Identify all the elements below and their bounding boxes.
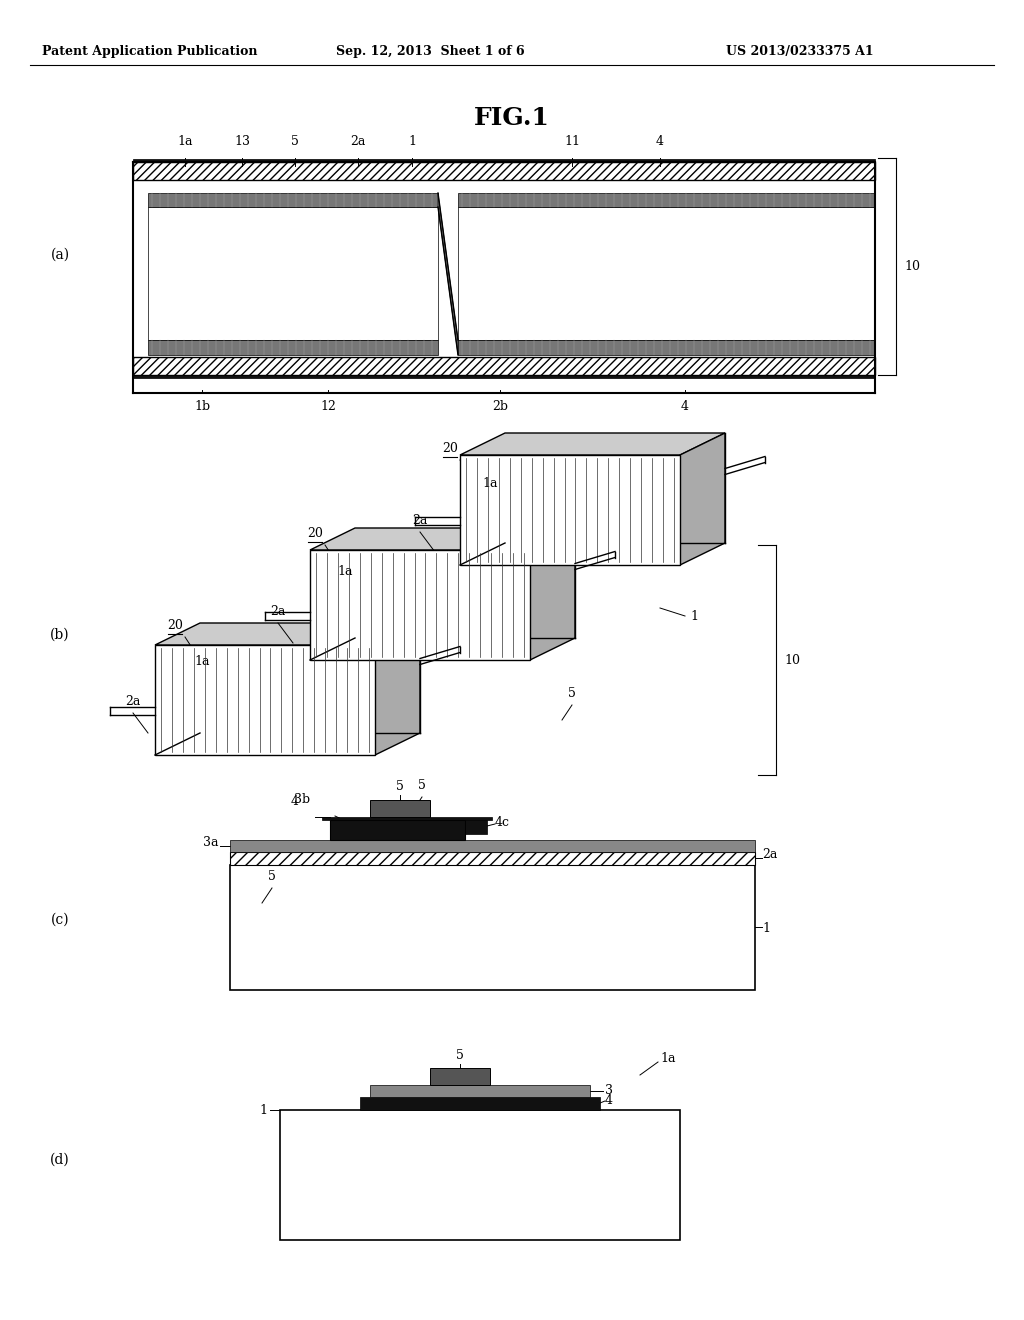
Bar bbox=[370, 1085, 590, 1097]
Text: 1: 1 bbox=[259, 1104, 267, 1117]
Text: 3a: 3a bbox=[203, 837, 218, 850]
Text: 10: 10 bbox=[784, 653, 800, 667]
Polygon shape bbox=[155, 645, 375, 755]
Bar bbox=[133, 356, 874, 375]
Text: (b): (b) bbox=[50, 628, 70, 642]
Polygon shape bbox=[680, 433, 725, 565]
Text: 5: 5 bbox=[568, 686, 575, 700]
Polygon shape bbox=[460, 433, 725, 455]
Text: 2b: 2b bbox=[492, 400, 508, 413]
Text: 2a: 2a bbox=[350, 135, 366, 148]
Text: 1a: 1a bbox=[660, 1052, 676, 1064]
Text: FIG.1: FIG.1 bbox=[474, 106, 550, 129]
Text: 20: 20 bbox=[307, 527, 323, 540]
Text: Patent Application Publication: Patent Application Publication bbox=[42, 45, 258, 58]
Polygon shape bbox=[375, 623, 420, 755]
Polygon shape bbox=[310, 550, 530, 660]
Text: 20: 20 bbox=[442, 442, 458, 455]
Text: 10: 10 bbox=[904, 260, 920, 272]
Bar bbox=[133, 162, 874, 180]
Text: 3b: 3b bbox=[294, 793, 310, 807]
Text: 4: 4 bbox=[656, 135, 664, 148]
Bar bbox=[330, 820, 465, 840]
Text: 5: 5 bbox=[268, 870, 275, 883]
Text: 1: 1 bbox=[690, 610, 698, 623]
Text: 2a: 2a bbox=[270, 605, 286, 618]
Text: (a): (a) bbox=[50, 248, 70, 261]
Bar bbox=[148, 341, 438, 355]
Text: 2a: 2a bbox=[762, 849, 777, 862]
Text: 5: 5 bbox=[291, 135, 299, 148]
Text: 11: 11 bbox=[564, 135, 580, 148]
Bar bbox=[230, 840, 755, 851]
Polygon shape bbox=[438, 193, 458, 355]
Bar bbox=[280, 1110, 680, 1239]
Bar bbox=[133, 158, 874, 162]
Bar bbox=[148, 207, 438, 341]
Text: 1: 1 bbox=[762, 921, 770, 935]
Text: 1a: 1a bbox=[177, 135, 193, 148]
Polygon shape bbox=[460, 455, 680, 565]
Bar bbox=[230, 851, 755, 865]
Bar bbox=[133, 375, 874, 378]
Text: 13: 13 bbox=[234, 135, 250, 148]
Text: 4c: 4c bbox=[495, 816, 510, 829]
Bar bbox=[465, 820, 487, 834]
Bar bbox=[230, 865, 755, 990]
Text: 20: 20 bbox=[167, 619, 183, 632]
Text: US 2013/0233375 A1: US 2013/0233375 A1 bbox=[726, 45, 873, 58]
Text: 2a: 2a bbox=[413, 513, 428, 527]
Text: 1a: 1a bbox=[337, 565, 352, 578]
Text: 2a: 2a bbox=[125, 696, 140, 708]
Polygon shape bbox=[155, 623, 420, 645]
Text: 1b: 1b bbox=[194, 400, 210, 413]
Polygon shape bbox=[530, 528, 575, 660]
Text: 4: 4 bbox=[605, 1093, 613, 1106]
Bar bbox=[322, 817, 492, 820]
Text: 4: 4 bbox=[681, 400, 689, 413]
Text: Sep. 12, 2013  Sheet 1 of 6: Sep. 12, 2013 Sheet 1 of 6 bbox=[336, 45, 524, 58]
Text: 1a: 1a bbox=[482, 477, 498, 490]
Text: 3: 3 bbox=[605, 1084, 613, 1097]
Polygon shape bbox=[310, 528, 575, 550]
Text: 5: 5 bbox=[396, 780, 403, 793]
Text: 1: 1 bbox=[408, 135, 416, 148]
Text: 4: 4 bbox=[291, 795, 299, 808]
Bar bbox=[370, 800, 430, 817]
Text: 12: 12 bbox=[321, 400, 336, 413]
Text: (d): (d) bbox=[50, 1152, 70, 1167]
Bar bbox=[458, 193, 874, 207]
Bar bbox=[148, 193, 438, 207]
Text: 1a: 1a bbox=[195, 655, 210, 668]
Text: 5: 5 bbox=[456, 1049, 464, 1063]
Text: (c): (c) bbox=[50, 913, 70, 927]
Text: 5: 5 bbox=[418, 779, 426, 792]
Bar bbox=[458, 341, 874, 355]
Bar bbox=[360, 1097, 600, 1110]
Bar bbox=[430, 1068, 490, 1085]
Bar bbox=[458, 207, 874, 341]
